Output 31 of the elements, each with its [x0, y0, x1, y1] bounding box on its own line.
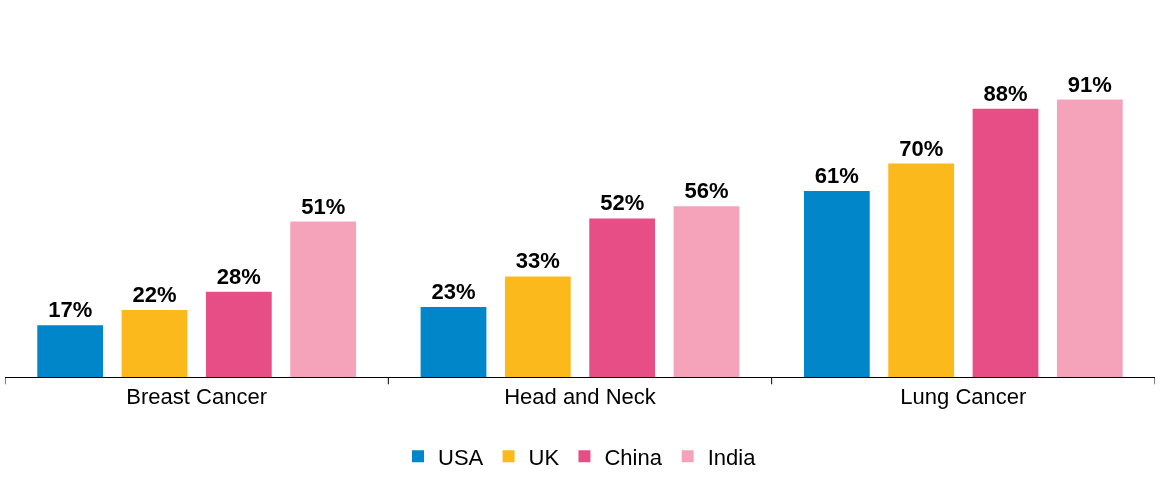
bar — [420, 306, 487, 377]
bar — [37, 325, 104, 377]
data-label: 17% — [48, 297, 93, 323]
legend-label: USA — [438, 444, 484, 470]
data-label: 52% — [600, 190, 645, 216]
legend-label: UK — [528, 444, 560, 470]
data-label: 51% — [301, 193, 346, 219]
bar — [121, 309, 188, 377]
data-label: 22% — [132, 281, 177, 307]
data-label: 88% — [983, 80, 1028, 106]
bar — [589, 218, 656, 377]
bar — [803, 191, 870, 377]
data-label: 56% — [684, 178, 729, 204]
data-label: 28% — [216, 263, 261, 289]
bar — [504, 276, 571, 377]
x-tick-label: Breast Cancer — [126, 384, 267, 410]
x-tick-label: Lung Cancer — [900, 384, 1027, 410]
bar — [1056, 99, 1123, 377]
bar — [673, 206, 740, 377]
data-label: 23% — [431, 278, 476, 304]
x-tick-label: Head and Neck — [504, 384, 657, 410]
data-label: 70% — [899, 135, 944, 161]
data-label: 91% — [1067, 71, 1112, 97]
data-label: 61% — [814, 163, 859, 189]
legend-label: China — [604, 444, 663, 470]
legend-label: India — [707, 444, 757, 470]
bar — [205, 291, 272, 377]
bar — [972, 108, 1039, 377]
bar — [290, 221, 357, 377]
bar — [888, 163, 955, 377]
data-label: 33% — [515, 248, 560, 274]
